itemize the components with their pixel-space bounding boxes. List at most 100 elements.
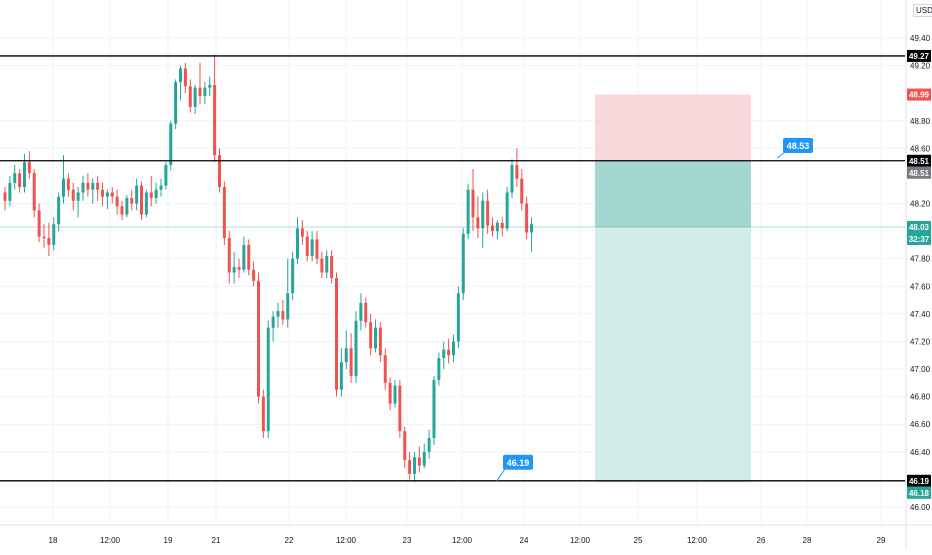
candle-body [495, 222, 499, 232]
candle-body [81, 182, 85, 193]
x-tick-label: 29 [877, 536, 886, 545]
price-axis-badge [907, 49, 931, 62]
x-tick-label: 22 [285, 536, 294, 545]
candle-body [481, 200, 485, 229]
candle-body [408, 460, 412, 474]
candle-body [149, 192, 153, 199]
x-tick-label: 12:00 [100, 536, 121, 545]
candle-body [120, 206, 124, 215]
candle-body [505, 192, 509, 229]
candle-body [359, 302, 363, 321]
price-axis-badge [907, 232, 931, 245]
candle-body [18, 173, 22, 187]
candle-body [310, 239, 314, 256]
candle-body [266, 327, 270, 432]
x-tick-label: 23 [403, 536, 412, 545]
candle-body [183, 68, 187, 87]
y-tick-label: 48.80 [910, 117, 931, 126]
y-tick-label: 46.80 [910, 393, 931, 402]
y-tick-label: 46.40 [910, 448, 931, 457]
price-axis-badge [907, 474, 931, 487]
candle-body [179, 68, 182, 83]
candle-body [339, 362, 343, 390]
candle-body [510, 164, 514, 193]
candle-body [291, 258, 295, 294]
candle-body [300, 228, 304, 237]
candle-body [135, 185, 139, 204]
candle-body [417, 457, 421, 466]
y-tick-label: 48.60 [910, 144, 931, 153]
x-tick-label: 24 [520, 536, 529, 545]
candle-body [37, 210, 41, 237]
candle-body [432, 380, 436, 439]
candle-body [349, 348, 353, 376]
y-tick-label: 47.00 [910, 365, 931, 374]
candle-body [47, 238, 51, 245]
candle-body [76, 192, 80, 201]
y-tick-label: 47.20 [910, 337, 931, 346]
candle-body [42, 236, 46, 239]
y-tick-label: 49.20 [910, 62, 931, 71]
y-tick-label: 47.60 [910, 282, 931, 291]
x-tick-label: 12:00 [336, 536, 357, 545]
candle-body [305, 236, 309, 256]
candle-body [335, 278, 338, 390]
candle-body [315, 239, 319, 259]
candle-body [369, 322, 373, 349]
candle-body [96, 182, 100, 190]
candle-body [213, 84, 217, 156]
candle-body [159, 185, 163, 190]
price-axis-badge-label: 32:37 [909, 235, 930, 244]
candle-body [500, 222, 504, 229]
x-tick-label: 19 [164, 536, 173, 545]
candle-body [110, 192, 114, 197]
candle-body [393, 385, 397, 404]
price-axis-badge-label: 49.27 [909, 52, 930, 61]
candle-body [3, 192, 7, 201]
price-axis-badge-label: 48.51 [909, 157, 930, 166]
candle-body [442, 349, 446, 359]
price-axis-badge-label: 48.99 [909, 91, 930, 100]
candle-body [276, 311, 280, 317]
y-tick-label: 49.40 [910, 34, 931, 43]
candle-body [52, 224, 56, 245]
candle-body [413, 457, 416, 474]
candle-body [383, 355, 387, 383]
candle-body [320, 258, 324, 273]
candle-body [437, 358, 441, 381]
x-tick-label: 21 [212, 536, 221, 545]
candle-body [261, 396, 265, 432]
candle-body [237, 266, 241, 270]
x-tick-label: 12:00 [687, 536, 708, 545]
candle-body [242, 244, 246, 270]
y-tick-label: 46.60 [910, 420, 931, 429]
candle-body [198, 87, 202, 96]
candle-body [515, 164, 519, 179]
price-axis-badge-label: 46.19 [909, 477, 930, 486]
price-axis-badge [907, 166, 931, 179]
candle-body [486, 200, 490, 226]
candle-body [471, 189, 475, 218]
candle-body [125, 198, 129, 215]
candle-body [330, 255, 334, 279]
candle-body [32, 173, 36, 211]
stop-loss-zone [595, 94, 751, 161]
candle-body [422, 451, 426, 466]
candle-body [252, 269, 256, 281]
candle-body [193, 87, 197, 107]
candle-body [491, 225, 494, 232]
candle-body [520, 178, 524, 204]
candle-body [447, 349, 451, 356]
currency-label: USD [913, 4, 932, 17]
candle-body [364, 302, 368, 323]
candle-body [105, 192, 109, 197]
candle-body [13, 173, 17, 183]
price-axis-badge-label: 48.03 [909, 223, 930, 232]
x-tick-label: 12:00 [570, 536, 591, 545]
candle-body [203, 87, 207, 96]
candle-body [154, 189, 158, 199]
candle-body [115, 196, 119, 207]
candle-body [140, 185, 143, 215]
